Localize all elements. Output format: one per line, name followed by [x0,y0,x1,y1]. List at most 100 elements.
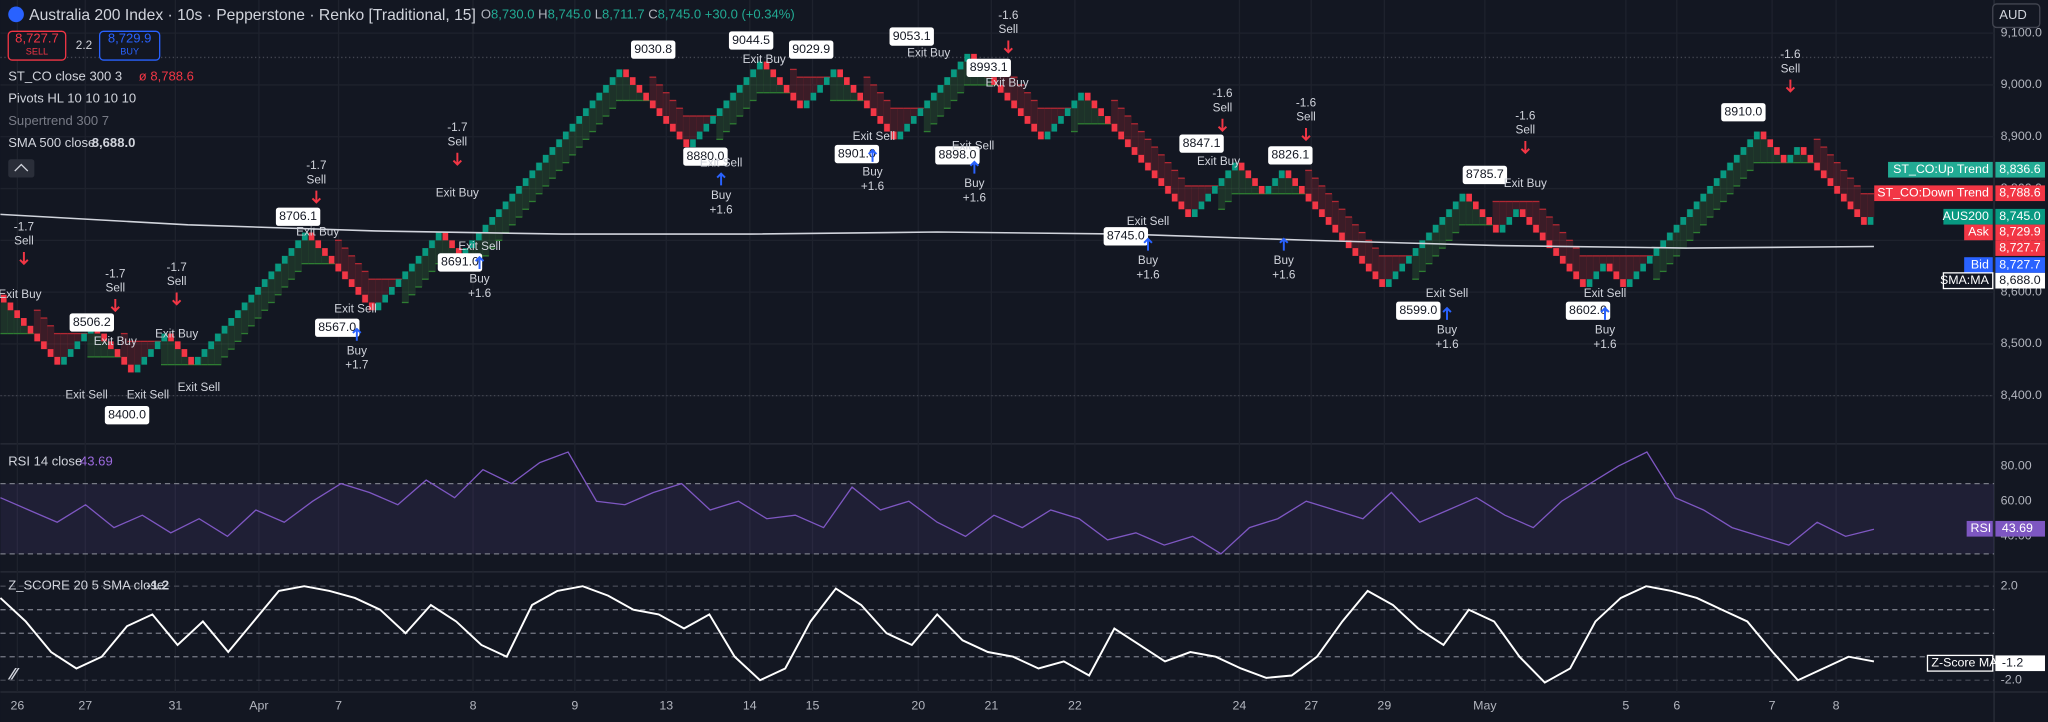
renko-brick [462,248,469,256]
renko-brick [27,325,34,334]
rsi-value: 43.69 [80,454,113,469]
collapse-button[interactable] [8,159,35,178]
supertrend-fill [1084,100,1092,124]
supertrend-fill [1137,131,1145,163]
supertrend-fill [897,108,905,132]
supertrend-fill [789,69,798,101]
supertrend-fill [1505,201,1514,218]
renko-brick [529,170,536,179]
supertrend-fill [1198,185,1206,202]
exit-label: Exit Buy [907,47,950,60]
supertrend-fill [830,69,838,101]
renko-brick [1058,116,1064,124]
renko-brick [1319,209,1325,218]
supertrend-fill [1653,248,1661,280]
renko-brick [830,69,837,78]
exit-label: Exit Buy [985,77,1028,90]
supertrend-fill [1231,162,1239,194]
renko-brick [743,77,750,85]
renko-brick [696,131,703,140]
currency-button[interactable] [1992,3,2041,29]
renko-brick [991,77,997,85]
supertrend-fill [74,333,82,342]
renko-brick [1486,217,1493,225]
sell-label: Sell [14,235,34,248]
rsi-axis-value: 43.69 [2002,521,2033,535]
supertrend-fill [1291,185,1299,194]
supertrend-fill [1686,209,1694,241]
z-badge: Z-Score MA [1931,656,1998,670]
renko-brick [215,333,221,342]
renko-brick [522,178,529,186]
renko-brick [1774,147,1780,155]
indicator-name[interactable]: ST_CO close 300 3 [8,68,122,83]
supertrend-fill [1512,201,1520,210]
y-tick-label: 9,100.0 [2001,25,2042,39]
renko-brick [1392,271,1399,280]
supertrend-fill [1124,116,1132,148]
rsi-title[interactable]: RSI 14 close [8,454,82,469]
indicator-name[interactable]: SMA 500 close [8,135,95,150]
renko-brick [1559,255,1566,264]
symbol-title[interactable]: Australia 200 Index · 10s · Pepperstone … [29,7,476,24]
supertrend-fill [140,341,149,357]
supertrend-fill [421,248,430,280]
supertrend-fill [247,294,256,326]
renko-brick [1419,240,1426,249]
renko-brick [736,84,743,93]
indicator-name[interactable]: Supertrend 300 7 [8,113,109,128]
supertrend-fill [482,224,490,256]
renko-brick [1820,170,1827,179]
supertrend-fill [1693,201,1701,233]
supertrend-fill [716,108,724,140]
buy-arrow [1442,306,1452,320]
supertrend-fill [850,92,858,101]
buy-button[interactable] [98,30,161,61]
badge-name-box [1964,257,1993,273]
renko-brick [121,356,128,365]
renko-brick [1278,170,1285,179]
price-label: 8706.1 [279,209,317,223]
renko-brick [636,84,643,93]
renko-brick [649,100,656,109]
renko-brick [1151,170,1158,179]
renko-brick [1359,255,1365,264]
supertrend-fill [0,302,8,334]
supertrend-fill [609,77,617,109]
renko-brick [1158,178,1165,186]
renko-brick [1285,170,1292,179]
badge-name: ST_CO:Down Trend [1877,186,1989,200]
price-label: 8898.0 [938,148,976,162]
renko-brick [114,349,121,357]
sell-button[interactable] [7,30,67,61]
supertrend-fill [234,310,242,342]
renko-brick [107,341,114,350]
renko-brick [1426,232,1432,241]
supertrend-fill [696,116,704,132]
exit-label: Exit Buy [436,186,479,199]
buy-label: BUY [120,47,139,57]
sell-amount: -1.6 [1212,87,1233,100]
renko-brick [583,108,589,117]
renko-brick [1700,193,1707,202]
supertrend-fill [776,84,784,93]
supertrend-fill [1813,139,1821,171]
supertrend-fill [870,84,878,117]
supertrend-fill [1445,209,1453,241]
supertrend-fill [60,333,68,357]
x-tick-label: 13 [659,699,673,713]
sell-arrow [1785,79,1795,93]
sell-label: Sell [448,135,468,148]
z-title[interactable]: Z_SCORE 20 5 SMA close [8,578,164,593]
supertrend-fill [1606,255,1614,272]
buy-amount: +1.6 [1136,269,1160,282]
indicator-value: ø 8,788.6 [139,68,194,83]
supertrend-fill [301,232,309,264]
renko-brick [395,279,402,287]
badge-name: ST_CO:Up Trend [1893,162,1989,176]
renko-brick [489,217,496,225]
indicator-name[interactable]: Pivots HL 10 10 10 10 [8,91,136,106]
supertrend-fill [1184,185,1192,218]
ohlc-value: 8,711.7 [602,7,645,22]
renko-brick [937,84,944,93]
